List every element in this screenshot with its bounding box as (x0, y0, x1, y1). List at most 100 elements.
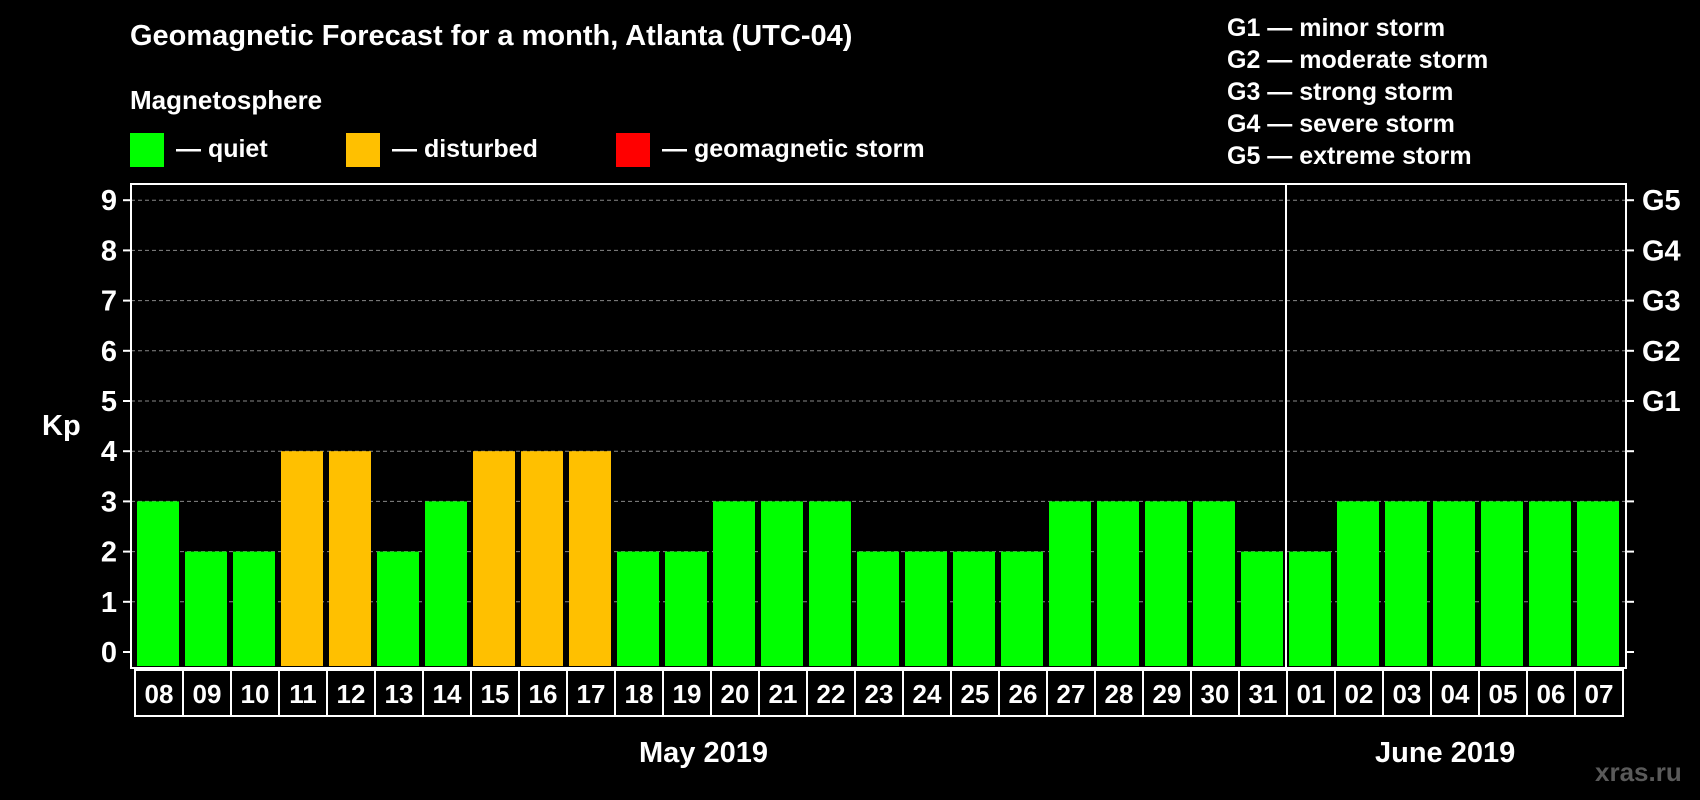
bar-day-1 (137, 501, 179, 666)
bar-day-15 (809, 501, 851, 666)
date-cell-1 (134, 669, 184, 717)
x-tick-label-8: 15 (481, 679, 510, 709)
x-tick-label-20: 27 (1057, 679, 1086, 709)
bar-day-27 (1385, 501, 1427, 666)
date-cell-3 (230, 669, 280, 717)
x-tick-label-21: 28 (1105, 679, 1134, 709)
legend-label-disturbed: — disturbed (392, 135, 538, 163)
date-cell-12 (662, 669, 712, 717)
bar-day-17 (905, 551, 947, 666)
date-cell-30 (1526, 669, 1576, 717)
bar-day-23 (1193, 501, 1235, 666)
date-cell-13 (710, 669, 760, 717)
x-tick-label-19: 26 (1009, 679, 1038, 709)
bar-day-21 (1097, 501, 1139, 666)
x-tick-label-24: 31 (1249, 679, 1278, 709)
month-label-june: June 2019 (1375, 737, 1516, 769)
legend-swatch-disturbed (346, 133, 380, 167)
bar-day-31 (1577, 501, 1619, 666)
legend-label-storm: — geomagnetic storm (662, 135, 925, 163)
storm-level-label-g3: G3 (1642, 286, 1681, 318)
month-label-may: May 2019 (639, 737, 768, 769)
legend-label-quiet: — quiet (176, 135, 268, 163)
x-tick-label-11: 18 (625, 679, 654, 709)
y-tick-label-1: 1 (101, 587, 117, 619)
date-cell-28 (1430, 669, 1480, 717)
magnetosphere-title: Magnetosphere (130, 85, 323, 115)
date-cell-9 (518, 669, 568, 717)
date-cell-26 (1334, 669, 1384, 717)
bar-day-5 (329, 451, 371, 666)
x-tick-label-13: 20 (721, 679, 750, 709)
watermark: xras.ru (1595, 757, 1682, 787)
bar-day-4 (281, 451, 323, 666)
date-cell-18 (950, 669, 1000, 717)
date-cell-6 (374, 669, 424, 717)
y-axis-label: Kp (42, 410, 81, 442)
storm-scale-g2: G2 — moderate storm (1227, 46, 1489, 74)
y-tick-label-9: 9 (101, 185, 117, 217)
plot-frame (130, 183, 1627, 669)
date-cell-10 (566, 669, 616, 717)
date-cell-17 (902, 669, 952, 717)
x-tick-label-3: 10 (241, 679, 270, 709)
x-tick-label-15: 22 (817, 679, 846, 709)
bar-day-20 (1049, 501, 1091, 666)
bar-day-3 (233, 551, 275, 666)
bar-day-6 (377, 551, 419, 666)
y-tick-label-5: 5 (101, 386, 117, 418)
storm-scale-g3: G3 — strong storm (1227, 78, 1454, 106)
bar-day-30 (1529, 501, 1571, 666)
x-tick-label-22: 29 (1153, 679, 1182, 709)
x-tick-label-18: 25 (961, 679, 990, 709)
bar-day-19 (1001, 551, 1043, 666)
storm-scale-g4: G4 — severe storm (1227, 110, 1455, 138)
date-cell-5 (326, 669, 376, 717)
bar-day-10 (569, 451, 611, 666)
y-tick-label-7: 7 (101, 286, 117, 318)
date-cell-7 (422, 669, 472, 717)
bar-day-22 (1145, 501, 1187, 666)
y-tick-label-4: 4 (101, 436, 117, 468)
storm-scale-g5: G5 — extreme storm (1227, 142, 1472, 170)
x-tick-label-6: 13 (385, 679, 414, 709)
bar-day-16 (857, 551, 899, 666)
bar-day-12 (665, 551, 707, 666)
y-tick-label-6: 6 (101, 336, 117, 368)
x-tick-label-5: 12 (337, 679, 366, 709)
x-tick-label-1: 08 (145, 679, 174, 709)
date-cell-4 (278, 669, 328, 717)
bar-day-26 (1337, 501, 1379, 666)
date-cell-27 (1382, 669, 1432, 717)
date-cell-11 (614, 669, 664, 717)
bar-day-25 (1289, 551, 1331, 666)
bar-day-14 (761, 501, 803, 666)
bar-day-2 (185, 551, 227, 666)
bar-day-18 (953, 551, 995, 666)
bar-day-13 (713, 501, 755, 666)
date-cell-31 (1574, 669, 1624, 717)
x-tick-label-16: 23 (865, 679, 894, 709)
storm-scale-g1: G1 — minor storm (1227, 14, 1446, 42)
x-tick-label-23: 30 (1201, 679, 1230, 709)
x-tick-label-26: 02 (1345, 679, 1374, 709)
x-tick-label-7: 14 (433, 679, 462, 709)
bar-day-7 (425, 501, 467, 666)
date-cell-25 (1286, 669, 1336, 717)
x-tick-label-12: 19 (673, 679, 702, 709)
x-tick-label-14: 21 (769, 679, 798, 709)
x-tick-label-28: 04 (1441, 679, 1470, 709)
x-tick-label-17: 24 (913, 679, 942, 709)
x-tick-label-27: 03 (1393, 679, 1422, 709)
x-tick-label-4: 11 (289, 679, 317, 709)
date-cell-29 (1478, 669, 1528, 717)
x-tick-label-30: 06 (1537, 679, 1566, 709)
x-tick-label-31: 07 (1585, 679, 1614, 709)
storm-scale-legend: G1 — minor storm G2 — moderate storm G3 … (1227, 12, 1488, 172)
date-cell-2 (182, 669, 232, 717)
bar-day-9 (521, 451, 563, 666)
bar-day-28 (1433, 501, 1475, 666)
x-tick-label-25: 01 (1297, 679, 1326, 709)
storm-level-label-g4: G4 (1642, 235, 1681, 267)
